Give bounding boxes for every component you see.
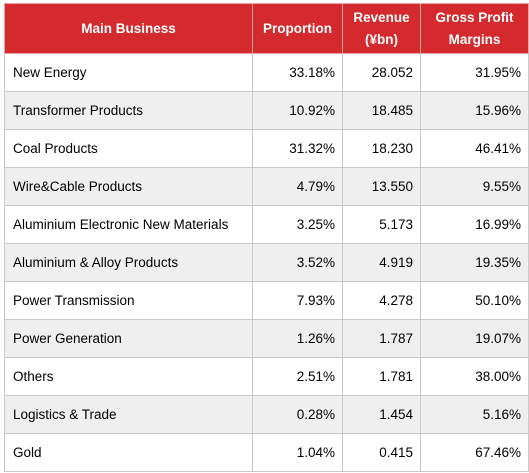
header-proportion-label: Proportion — [263, 20, 332, 36]
table-row: Gold 1.04% 0.415 67.46% — [4, 433, 529, 472]
header-proportion: Proportion — [252, 3, 343, 54]
cell-proportion: 33.18% — [252, 53, 343, 92]
header-margin-label-line1: Gross Profit — [435, 9, 514, 25]
cell-revenue: 4.919 — [342, 243, 421, 282]
table-row: Aluminium & Alloy Products 3.52% 4.919 1… — [4, 243, 529, 282]
header-revenue: Revenue (¥bn) — [342, 3, 421, 54]
cell-margin: 16.99% — [420, 205, 529, 244]
cell-margin: 67.46% — [420, 433, 529, 472]
table-row: Power Generation 1.26% 1.787 19.07% — [4, 319, 529, 358]
cell-business: Gold — [4, 433, 253, 472]
cell-business: Logistics & Trade — [4, 395, 253, 434]
cell-margin: 19.35% — [420, 243, 529, 282]
cell-business: Others — [4, 357, 253, 396]
table-row: New Energy 33.18% 28.052 31.95% — [4, 53, 529, 92]
main-business-table: Main Business Proportion Revenue (¥bn) G… — [4, 3, 529, 472]
table-row: Others 2.51% 1.781 38.00% — [4, 357, 529, 396]
cell-margin: 5.16% — [420, 395, 529, 434]
cell-business: Power Generation — [4, 319, 253, 358]
cell-margin: 38.00% — [420, 357, 529, 396]
cell-revenue: 13.550 — [342, 167, 421, 206]
cell-business: New Energy — [4, 53, 253, 92]
cell-proportion: 1.04% — [252, 433, 343, 472]
header-revenue-unit: (¥bn) — [365, 31, 398, 47]
table-row: Wire&Cable Products 4.79% 13.550 9.55% — [4, 167, 529, 206]
cell-revenue: 18.485 — [342, 91, 421, 130]
cell-business: Power Transmission — [4, 281, 253, 320]
cell-revenue: 1.454 — [342, 395, 421, 434]
cell-business: Aluminium Electronic New Materials — [4, 205, 253, 244]
table-row: Logistics & Trade 0.28% 1.454 5.16% — [4, 395, 529, 434]
cell-proportion: 2.51% — [252, 357, 343, 396]
header-gross-profit-margins: Gross Profit Margins — [420, 3, 529, 54]
cell-business: Transformer Products — [4, 91, 253, 130]
table-row: Coal Products 31.32% 18.230 46.41% — [4, 129, 529, 168]
cell-proportion: 10.92% — [252, 91, 343, 130]
table-row: Aluminium Electronic New Materials 3.25%… — [4, 205, 529, 244]
cell-revenue: 4.278 — [342, 281, 421, 320]
cell-revenue: 28.052 — [342, 53, 421, 92]
cell-proportion: 3.25% — [252, 205, 343, 244]
cell-margin: 31.95% — [420, 53, 529, 92]
cell-margin: 9.55% — [420, 167, 529, 206]
cell-revenue: 5.173 — [342, 205, 421, 244]
header-revenue-label: Revenue — [353, 9, 410, 25]
cell-revenue: 0.415 — [342, 433, 421, 472]
cell-revenue: 18.230 — [342, 129, 421, 168]
cell-business: Aluminium & Alloy Products — [4, 243, 253, 282]
table-row: Power Transmission 7.93% 4.278 50.10% — [4, 281, 529, 320]
header-main-business: Main Business — [4, 3, 253, 54]
cell-business: Coal Products — [4, 129, 253, 168]
cell-proportion: 7.93% — [252, 281, 343, 320]
cell-revenue: 1.787 — [342, 319, 421, 358]
cell-proportion: 4.79% — [252, 167, 343, 206]
cell-revenue: 1.781 — [342, 357, 421, 396]
table-header-row: Main Business Proportion Revenue (¥bn) G… — [4, 3, 529, 54]
table-row: Transformer Products 10.92% 18.485 15.96… — [4, 91, 529, 130]
cell-proportion: 0.28% — [252, 395, 343, 434]
cell-margin: 46.41% — [420, 129, 529, 168]
cell-business: Wire&Cable Products — [4, 167, 253, 206]
cell-proportion: 3.52% — [252, 243, 343, 282]
cell-margin: 19.07% — [420, 319, 529, 358]
header-margin-label-line2: Margins — [448, 31, 501, 47]
header-main-business-label: Main Business — [81, 20, 176, 36]
cell-margin: 50.10% — [420, 281, 529, 320]
cell-proportion: 31.32% — [252, 129, 343, 168]
cell-margin: 15.96% — [420, 91, 529, 130]
cell-proportion: 1.26% — [252, 319, 343, 358]
